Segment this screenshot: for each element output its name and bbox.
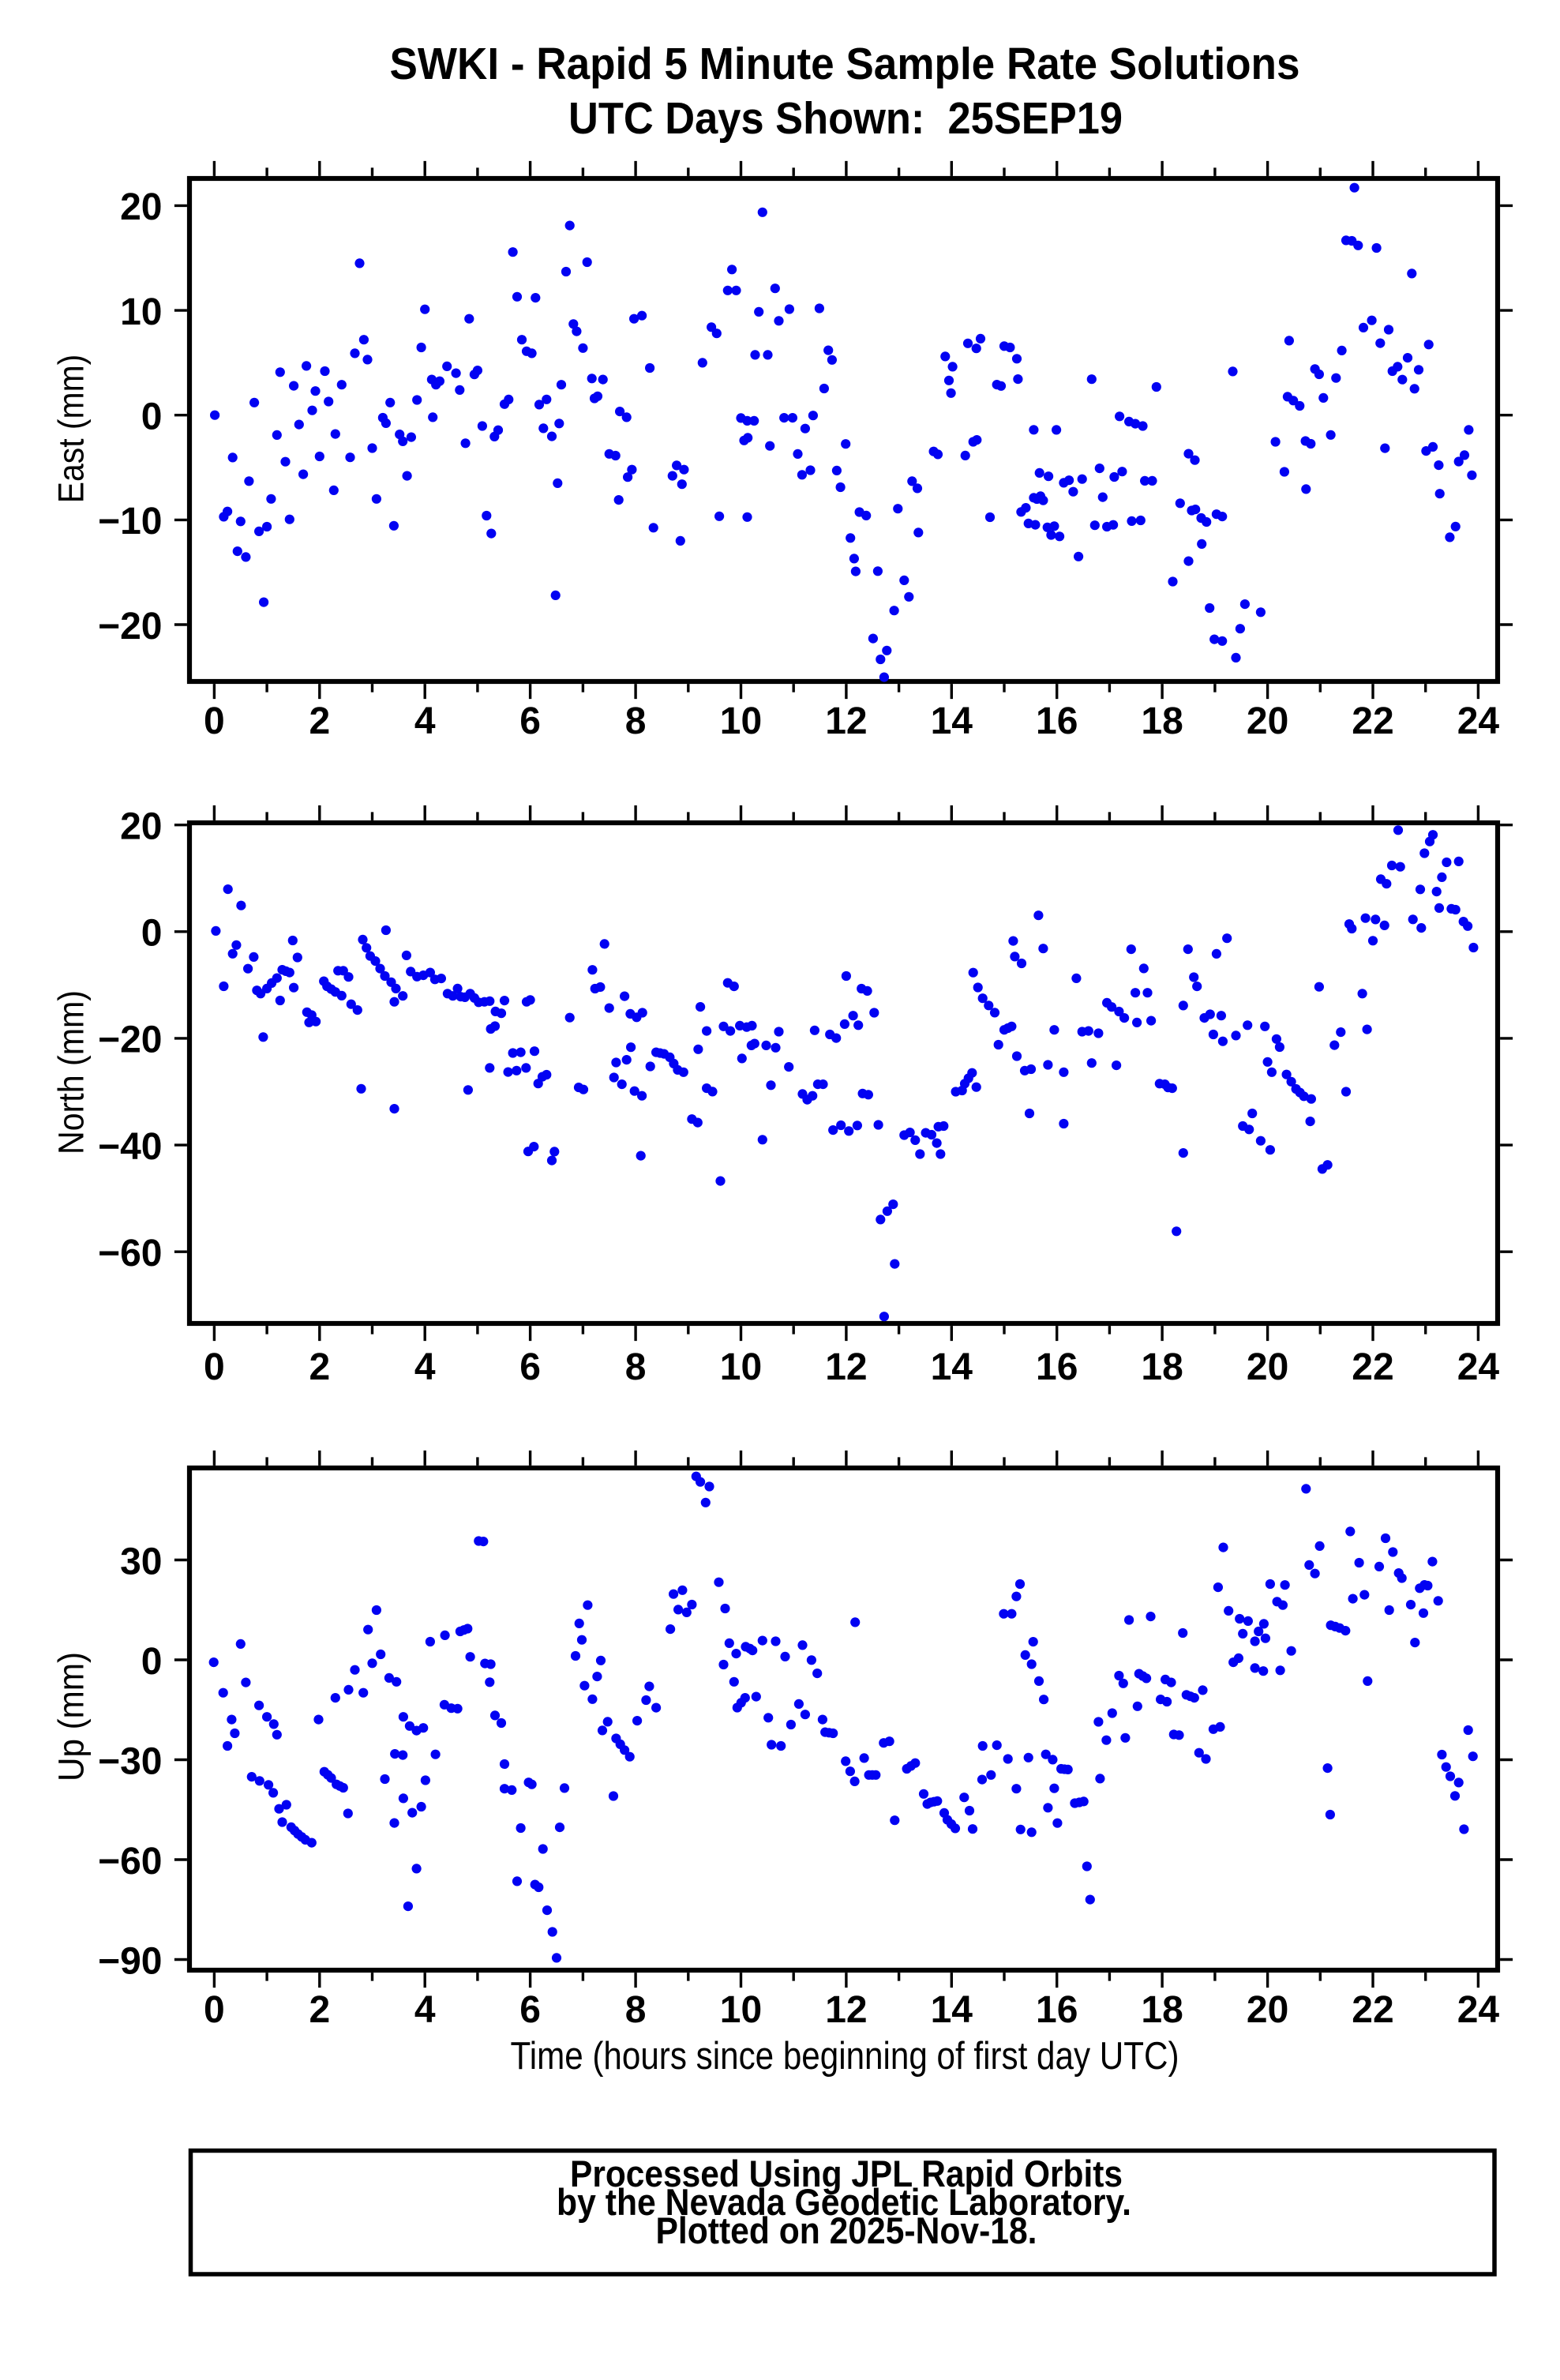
svg-text:20: 20	[1247, 1989, 1288, 2031]
svg-text:4: 4	[414, 1346, 436, 1388]
svg-text:14: 14	[931, 1346, 973, 1388]
svg-text:0: 0	[204, 1989, 225, 2031]
svg-text:10: 10	[720, 1346, 762, 1388]
svg-text:Time (hours since beginning of: Time (hours since beginning of first day…	[511, 2035, 1179, 2078]
svg-text:18: 18	[1141, 1989, 1183, 2031]
svg-text:−40: −40	[98, 1126, 162, 1168]
svg-text:0: 0	[204, 700, 225, 742]
svg-text:24: 24	[1457, 700, 1500, 742]
svg-text:East (mm): East (mm)	[51, 355, 92, 504]
svg-text:−60: −60	[98, 1233, 162, 1274]
svg-text:6: 6	[519, 1989, 541, 2031]
svg-text:4: 4	[414, 700, 436, 742]
svg-text:20: 20	[120, 186, 162, 228]
svg-text:14: 14	[931, 700, 973, 742]
svg-text:−10: −10	[98, 501, 162, 542]
svg-text:0: 0	[141, 396, 163, 438]
svg-text:0: 0	[204, 1346, 225, 1388]
svg-text:22: 22	[1352, 700, 1393, 742]
svg-text:10: 10	[720, 700, 762, 742]
svg-text:−20: −20	[98, 1019, 162, 1061]
svg-text:−20: −20	[98, 606, 162, 648]
svg-text:North (mm): North (mm)	[51, 990, 92, 1154]
svg-text:0: 0	[141, 913, 163, 955]
svg-text:16: 16	[1036, 700, 1078, 742]
svg-text:18: 18	[1141, 1346, 1183, 1388]
svg-text:18: 18	[1141, 700, 1183, 742]
svg-text:12: 12	[825, 1989, 867, 2031]
svg-text:Plotted on 2025-Nov-18.: Plotted on 2025-Nov-18.	[656, 2209, 1037, 2251]
svg-text:2: 2	[309, 1989, 330, 2031]
svg-text:4: 4	[414, 1989, 436, 2031]
svg-text:Processed Using JPL Rapid Orbi: Processed Using JPL Rapid Orbits	[570, 2153, 1123, 2194]
svg-text:24: 24	[1457, 1346, 1500, 1388]
svg-text:6: 6	[519, 1346, 541, 1388]
svg-text:6: 6	[519, 700, 541, 742]
svg-text:20: 20	[120, 806, 162, 848]
svg-text:24: 24	[1457, 1989, 1500, 2031]
svg-text:−60: −60	[98, 1841, 162, 1883]
svg-text:0: 0	[141, 1641, 163, 1683]
svg-text:10: 10	[120, 291, 162, 333]
svg-text:20: 20	[1247, 1346, 1288, 1388]
svg-text:Up (mm): Up (mm)	[51, 1652, 92, 1781]
svg-text:UTC Days Shown: 25SEP19: UTC Days Shown: 25SEP19	[568, 93, 1123, 144]
svg-text:12: 12	[825, 1346, 867, 1388]
svg-text:22: 22	[1352, 1346, 1393, 1388]
svg-text:22: 22	[1352, 1989, 1393, 2031]
svg-text:10: 10	[720, 1989, 762, 2031]
svg-text:by the Nevada Geodetic Laborat: by the Nevada Geodetic Laboratory.	[557, 2181, 1131, 2223]
svg-text:−90: −90	[98, 1940, 162, 1982]
svg-text:20: 20	[1247, 700, 1288, 742]
svg-text:30: 30	[120, 1541, 162, 1582]
svg-text:2: 2	[309, 1346, 330, 1388]
svg-text:8: 8	[625, 1346, 647, 1388]
svg-text:2: 2	[309, 700, 330, 742]
svg-text:8: 8	[625, 1989, 647, 2031]
svg-text:16: 16	[1036, 1346, 1078, 1388]
svg-text:12: 12	[825, 700, 867, 742]
svg-text:14: 14	[931, 1989, 973, 2031]
svg-text:SWKI - Rapid 5 Minute Sample R: SWKI - Rapid 5 Minute Sample Rate Soluti…	[390, 39, 1300, 89]
svg-text:16: 16	[1036, 1989, 1078, 2031]
svg-text:8: 8	[625, 700, 647, 742]
svg-text:−30: −30	[98, 1740, 162, 1782]
